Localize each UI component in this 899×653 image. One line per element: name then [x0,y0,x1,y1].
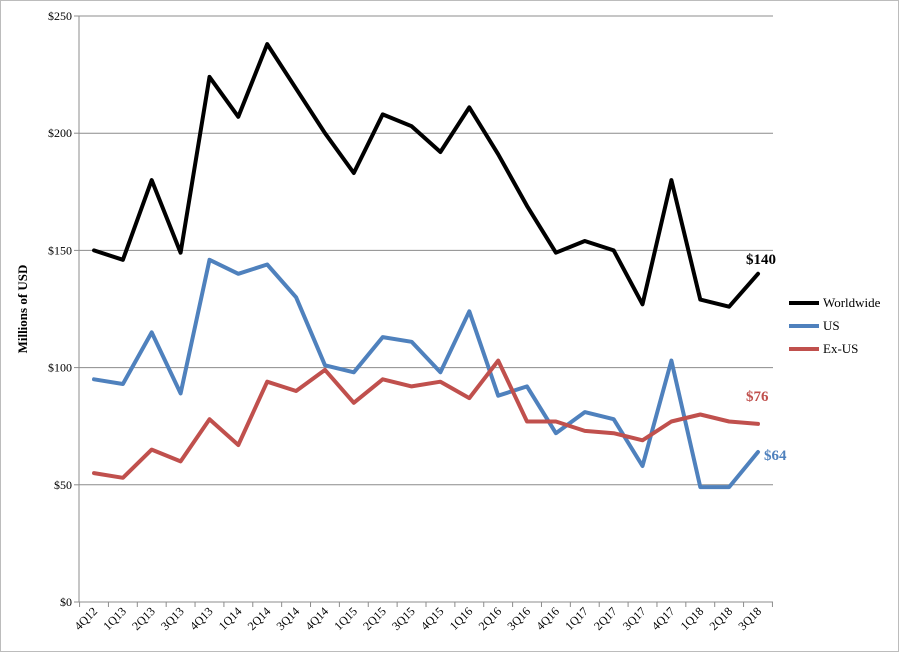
end-labels: $140 $64 $76 [746,252,787,464]
legend-label: US [823,318,840,333]
x-tick-label: 3Q13 [158,604,187,633]
x-tick-label: 1Q13 [100,604,129,633]
series-line-worldwide [92,42,760,309]
x-tick-label: 2Q16 [476,604,505,633]
x-tick-label: 2Q13 [129,604,158,633]
y-tick-label: $50 [54,478,72,492]
x-tick-label: 3Q17 [620,604,649,633]
x-tick-label: 1Q16 [447,604,476,633]
legend: Worldwide US Ex-US [789,295,881,356]
x-tick-label: 3Q14 [273,604,302,633]
legend-label: Worldwide [823,295,881,310]
x-tick-label: 3Q18 [735,604,764,633]
x-tick-label: 3Q15 [389,604,418,633]
y-tick-label: $200 [48,126,72,140]
end-value-label: $64 [764,448,787,464]
y-tick-label: $0 [60,595,72,609]
x-tick-label: 4Q12 [71,604,100,633]
x-tick-label: 4Q16 [533,604,562,633]
x-tick-label: 2Q15 [360,604,389,633]
y-tick-label: $150 [48,243,72,257]
x-tick-label: 2Q18 [706,604,735,633]
x-tick-label: 4Q14 [302,604,331,633]
x-tick-label: 3Q16 [504,604,533,633]
end-value-label: $140 [746,252,776,268]
x-tick-label: 1Q17 [562,604,591,633]
x-tick-label: 4Q15 [418,604,447,633]
x-tick-label: 2Q17 [591,604,620,633]
y-tick-label: $250 [48,9,72,23]
x-tick-label: 1Q18 [678,604,707,633]
x-tick-label: 1Q14 [216,604,245,633]
y-tick-label: $100 [48,361,72,375]
gridlines [79,15,773,486]
y-axis-title: Millions of USD [15,265,30,354]
x-tick-label: 4Q13 [187,604,216,633]
x-tick-label: 1Q15 [331,604,360,633]
x-tick-label: 4Q17 [649,604,678,633]
end-value-label: $76 [746,389,769,405]
series-line-ex-us [92,358,760,480]
series-lines [92,42,760,490]
x-tick-label: 2Q14 [245,604,274,633]
series-line-us [92,257,760,490]
legend-label: Ex-US [823,341,858,356]
